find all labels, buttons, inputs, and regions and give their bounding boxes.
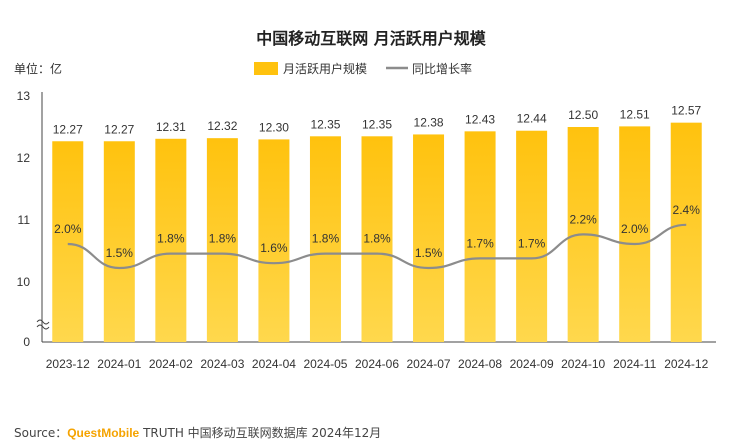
legend-bar-label: 月活跃用户规模 (283, 61, 367, 76)
bar (464, 131, 496, 342)
bar (206, 138, 238, 342)
legend-line-label: 同比增长率 (412, 61, 472, 76)
source-note: Source：QuestMobile TRUTH 中国移动互联网数据库 2024… (14, 424, 381, 441)
bar (516, 130, 548, 342)
growth-rate-label: 2.0% (621, 222, 649, 236)
x-tick-label: 2024-05 (303, 357, 347, 371)
bar-value-label: 12.27 (104, 122, 134, 136)
growth-rate-label: 1.5% (415, 246, 443, 260)
bar (619, 126, 651, 342)
source-brand: QuestMobile (67, 426, 140, 440)
axis-break-mark (36, 319, 50, 325)
y-tick-label: 11 (18, 213, 31, 227)
bar (361, 136, 393, 342)
bar (155, 138, 187, 342)
growth-rate-label: 1.6% (260, 241, 288, 255)
y-tick-label: 10 (17, 275, 31, 289)
source-rest: TRUTH 中国移动互联网数据库 2024年12月 (143, 426, 382, 440)
x-tick-label: 2024-02 (149, 357, 193, 371)
x-tick-label: 2024-11 (613, 357, 656, 371)
bar-value-label: 12.35 (310, 117, 340, 131)
x-tick-label: 2024-12 (664, 357, 708, 371)
bar-value-label: 12.38 (414, 115, 444, 129)
x-tick-label: 2024-10 (561, 357, 605, 371)
legend-bar-swatch (254, 62, 278, 75)
x-tick-label: 2024-07 (407, 357, 451, 371)
growth-rate-label: 1.8% (209, 232, 237, 246)
growth-rate-label: 1.8% (312, 232, 340, 246)
growth-rate-label: 2.4% (673, 203, 701, 217)
growth-line (67, 223, 687, 270)
bar (309, 136, 341, 342)
bar-value-label: 12.32 (207, 119, 237, 133)
y-tick-label: 12 (17, 151, 31, 165)
growth-rate-label: 1.7% (518, 236, 546, 250)
source-prefix: Source： (14, 426, 68, 440)
bar-value-label: 12.27 (53, 122, 83, 136)
x-tick-label: 2024-06 (355, 357, 399, 371)
y-tick-label: 13 (17, 89, 31, 103)
labels-group: 12.27 2023-12 12.27 2024-01 12.31 2024-02 12.3… (46, 104, 709, 371)
growth-rate-label: 1.8% (157, 232, 185, 246)
growth-line-group (67, 223, 687, 270)
x-tick-label: 2024-08 (458, 357, 502, 371)
x-tick-label: 2023-12 (46, 357, 90, 371)
bars-group (52, 122, 702, 342)
bar (258, 139, 290, 342)
legend: 月活跃用户规模 同比增长率 (254, 61, 472, 76)
bar-value-label: 12.35 (362, 117, 392, 131)
bar-value-label: 12.44 (517, 112, 547, 126)
bar-value-label: 12.51 (620, 107, 650, 121)
bar (52, 141, 84, 342)
growth-rate-label: 2.0% (54, 222, 82, 236)
bar (670, 122, 702, 342)
bar-value-label: 12.57 (671, 104, 701, 118)
growth-rate-label: 1.7% (466, 236, 494, 250)
unit-label: 单位：亿 (14, 61, 62, 76)
growth-rate-label: 1.5% (106, 246, 134, 260)
y-tick-label: 0 (23, 335, 30, 349)
bar (413, 134, 445, 342)
x-tick-label: 2024-03 (200, 357, 244, 371)
bar-value-label: 12.43 (465, 112, 495, 126)
growth-rate-label: 2.2% (569, 212, 597, 226)
x-tick-label: 2024-01 (97, 357, 141, 371)
x-tick-label: 2024-04 (252, 357, 296, 371)
chart-title: 中国移动互联网 月活跃用户规模 (256, 29, 487, 48)
bar (103, 141, 135, 342)
bar-value-label: 12.30 (259, 120, 289, 134)
bar-value-label: 12.50 (568, 108, 598, 122)
x-tick-label: 2024-09 (510, 357, 554, 371)
growth-rate-label: 1.8% (363, 232, 391, 246)
bar-value-label: 12.31 (156, 120, 186, 134)
axis-break-mark (36, 324, 50, 330)
